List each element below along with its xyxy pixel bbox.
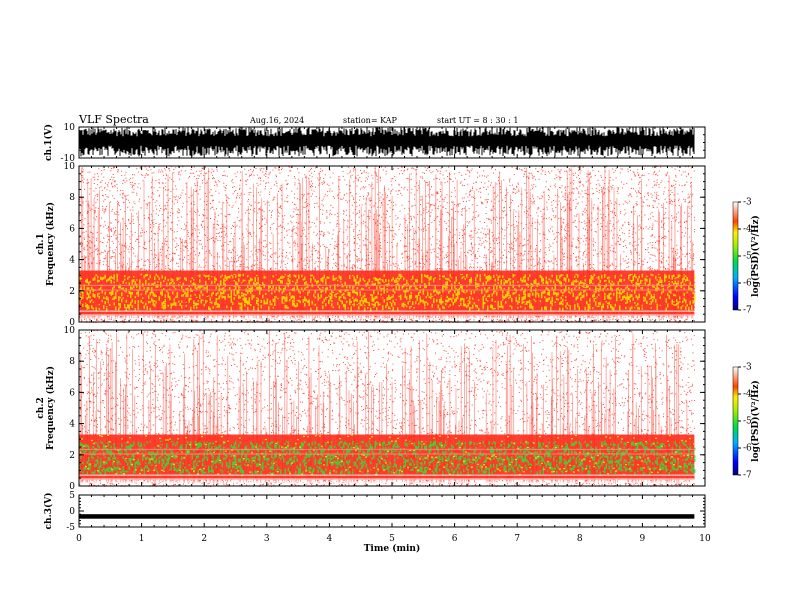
x-tick-label: 10 xyxy=(699,534,711,544)
noise-speckle xyxy=(79,166,696,323)
y-axis-label: ch.1(V) xyxy=(43,124,54,161)
station-label: station= KAP xyxy=(343,116,398,125)
y-tick-label: 10 xyxy=(64,123,76,133)
date-label: Aug.16, 2024 xyxy=(249,116,304,125)
colorbar-gradient xyxy=(732,201,739,311)
ch1-spectrogram-panel: 0 2 4 6 8 10 ch.1 Frequency (kHz) xyxy=(36,162,706,328)
colorbar-tick-label: -7 xyxy=(743,306,752,316)
ch2-spectrogram-panel: 0 2 4 6 8 10 ch.2 Frequency (kHz) xyxy=(36,326,706,492)
ch2-colorbar: -3 -4 -5 -6 -7 log(PSD)(V²/Hz) xyxy=(732,363,761,481)
colorbar-tick-label: -4 xyxy=(743,390,752,400)
x-tick-label: 0 xyxy=(76,534,82,544)
x-tick-label: 2 xyxy=(201,534,207,544)
colorbar-tick-label: -3 xyxy=(743,198,752,208)
y-axis-label-channel: ch.1 xyxy=(36,233,46,254)
y-tick-label: 6 xyxy=(69,224,75,234)
y-tick-label: 0 xyxy=(69,507,75,517)
x-tick-label: 5 xyxy=(389,534,395,544)
y-tick-label: 2 xyxy=(69,451,75,461)
y-tick-label: 0 xyxy=(69,318,75,328)
y-axis-label-frequency: Frequency (kHz) xyxy=(45,366,56,450)
x-tick-label: 3 xyxy=(264,534,270,544)
colorbar-label: log(PSD)(V²/Hz) xyxy=(750,215,761,297)
x-tick-label: 4 xyxy=(327,534,333,544)
colorbar-tick-label: -7 xyxy=(743,471,752,481)
y-tick-label: 10 xyxy=(64,326,76,336)
colorbar-tick-label: -6 xyxy=(743,444,752,454)
colorbar-tick-label: -4 xyxy=(743,225,752,235)
y-tick-label: 4 xyxy=(69,256,75,266)
y-tick-label: 0 xyxy=(69,482,75,492)
y-tick-label: 2 xyxy=(69,287,75,297)
figure-title: VLF Spectra xyxy=(78,113,149,126)
y-tick-label: -5 xyxy=(66,523,75,533)
colorbar-tick-label: -3 xyxy=(743,363,752,373)
y-axis-label-frequency: Frequency (kHz) xyxy=(45,202,56,286)
colorbar-tick-label: -6 xyxy=(743,279,752,289)
colorbar-label: log(PSD)(V²/Hz) xyxy=(750,380,761,462)
y-tick-label: 5 xyxy=(69,491,75,501)
x-tick-label: 1 xyxy=(139,534,145,544)
y-tick-label: 10 xyxy=(64,162,76,172)
x-axis-label: Time (min) xyxy=(364,543,421,554)
y-tick-label: 8 xyxy=(69,357,75,367)
ch3-waveform-trace xyxy=(79,514,695,519)
y-tick-label: 4 xyxy=(69,420,75,430)
colorbar-tick-label: -5 xyxy=(743,417,752,427)
x-tick-label: 6 xyxy=(452,534,458,544)
start-time-label: start UT = 8 : 30 : 1 xyxy=(437,116,518,125)
ch3-waveform-panel: 5 0 -5 ch.3(V) xyxy=(43,491,706,533)
y-axis-label-channel: ch.2 xyxy=(36,397,46,418)
x-tick-label: 9 xyxy=(640,534,646,544)
y-tick-label: -10 xyxy=(61,154,76,164)
colorbar-tick-label: -5 xyxy=(743,252,752,262)
ch1-colorbar: -3 -4 -5 -6 -7 log(PSD)(V²/Hz) xyxy=(732,198,761,316)
x-tick-label: 8 xyxy=(577,534,583,544)
y-axis-label: ch.3(V) xyxy=(43,493,54,530)
x-tick-label: 7 xyxy=(514,534,520,544)
ch1-waveform-panel: 10 -10 ch.1(V) xyxy=(43,123,706,164)
hot-band xyxy=(79,273,696,312)
colorbar-gradient xyxy=(732,366,739,476)
y-tick-label: 8 xyxy=(69,193,75,203)
time-axis: 0 1 2 3 4 5 6 7 8 9 10 Time (min) xyxy=(76,534,711,554)
ch1-waveform-trace xyxy=(79,127,695,157)
y-tick-label: 6 xyxy=(69,388,75,398)
panel-frame xyxy=(78,494,706,528)
